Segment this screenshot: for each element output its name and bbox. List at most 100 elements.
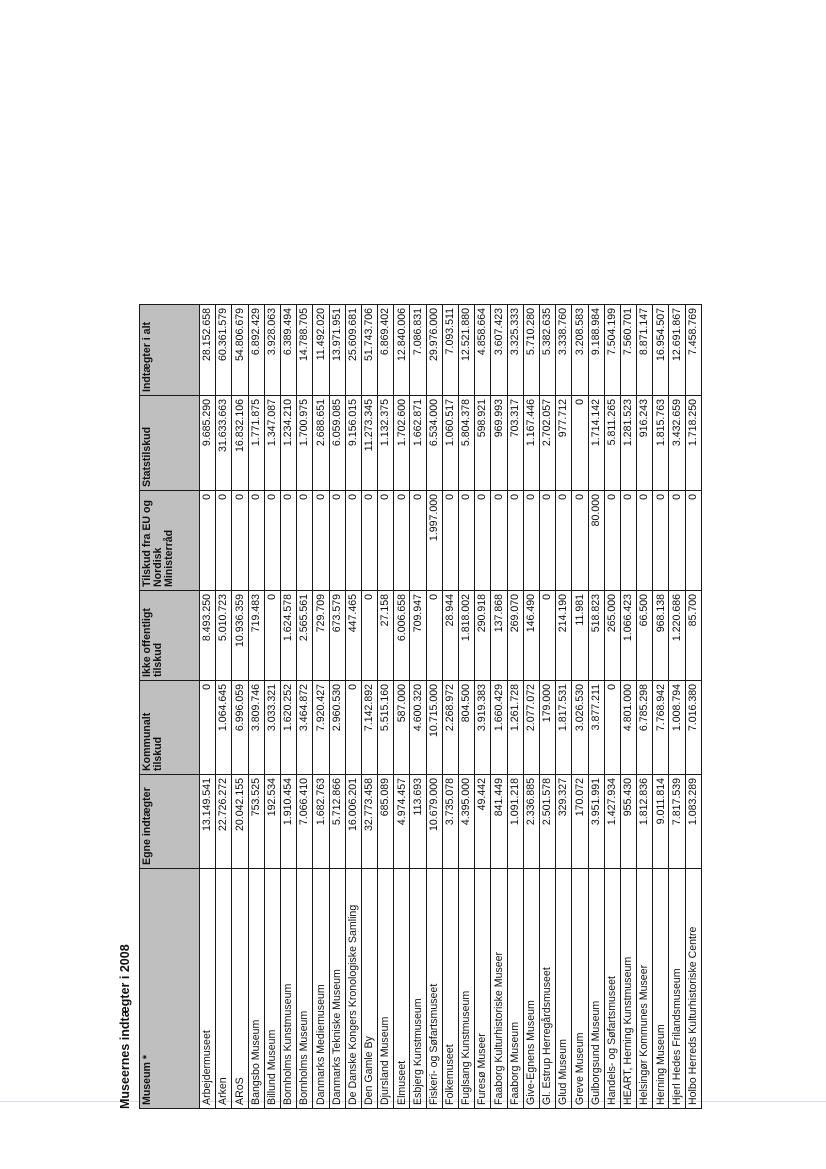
state-grant-cell: 9.156.015 [345, 395, 362, 491]
header-total-income: Indtægter i alt [139, 304, 200, 396]
eu-nordic-grant-cell: 0 [312, 490, 329, 591]
municipal-grant-cell: 6.996.059 [231, 680, 249, 775]
non-public-grant-cell: 27.158 [377, 590, 394, 681]
non-public-grant-cell: 66.500 [636, 590, 653, 681]
eu-nordic-grant-cell: 0 [474, 490, 491, 591]
non-public-grant-cell: 6.006.658 [393, 590, 410, 681]
table-row: Elmuseet 4.974.457 587.000 6.006.658 0 1.702.… [393, 304, 410, 1109]
non-public-grant-cell: 729.709 [312, 590, 329, 681]
museum-name-cell: Gl. Estrup Herregårdsmuseet [539, 868, 556, 1109]
non-public-grant-cell: 0 [539, 590, 556, 681]
document-title: Museernes indtægter i 2008 [118, 944, 132, 1109]
state-grant-cell: 1.662.871 [409, 395, 427, 491]
municipal-grant-cell: 4.600.320 [409, 680, 427, 775]
own-income-cell: 2.336.885 [523, 774, 540, 869]
own-income-cell: 2.501.578 [539, 774, 556, 869]
own-income-cell: 3.735.078 [442, 774, 459, 869]
eu-nordic-grant-cell: 0 [377, 490, 394, 591]
non-public-grant-cell: 709.947 [409, 590, 427, 681]
municipal-grant-cell: 5.515.160 [377, 680, 394, 775]
non-public-grant-cell: 10.936.359 [231, 590, 249, 681]
museum-name-cell: Fuglsang Kunstmuseum [458, 868, 475, 1109]
municipal-grant-cell: 1.008.794 [668, 680, 686, 775]
non-public-grant-cell: 447.465 [345, 590, 362, 681]
museum-name-cell: Billund Museum [264, 868, 281, 1109]
eu-nordic-grant-cell: 0 [685, 490, 702, 591]
museum-name-cell: Bornholms Kunstmuseum [280, 868, 297, 1109]
museum-name-cell: Glud Museum [555, 868, 572, 1109]
own-income-cell: 192.534 [264, 774, 281, 869]
museum-name-cell: HEART, Herning Kunstmuseum [620, 868, 637, 1109]
total-income-cell: 12.521.880 [458, 304, 475, 396]
table-row: Esbjerg Kunstmuseum 113.693 4.600.320 709.9… [409, 304, 427, 1109]
own-income-cell: 22.726.272 [215, 774, 232, 869]
municipal-grant-cell: 587.000 [393, 680, 410, 775]
total-income-cell: 9.188.984 [588, 304, 605, 396]
state-grant-cell: 1.700.975 [296, 395, 313, 491]
eu-nordic-grant-cell: 0 [604, 490, 621, 591]
non-public-grant-cell: 968.138 [652, 590, 669, 681]
museum-name-cell: Arken [215, 868, 232, 1109]
table-row: De Danske Kongers Kronologiske Samling 16… [345, 304, 362, 1109]
museum-name-cell: Faaborg Kulturhistoriske Museer [490, 868, 508, 1109]
total-income-cell: 3.928.063 [264, 304, 281, 396]
eu-nordic-grant-cell: 0 [571, 490, 588, 591]
total-income-cell: 13.971.951 [329, 304, 346, 396]
museum-name-cell: Helsingør Kommunes Museer [636, 868, 653, 1109]
table-row: Gulborgsund Museum 3.951.991 3.877.211 518.… [588, 304, 605, 1109]
table-row: Give-Egnens Museum 2.336.885 2.077.072 146.… [523, 304, 540, 1109]
non-public-grant-cell: 5.010.723 [215, 590, 232, 681]
own-income-cell: 1.427.934 [604, 774, 621, 869]
non-public-grant-cell: 290.918 [474, 590, 491, 681]
eu-nordic-grant-cell: 0 [442, 490, 459, 591]
municipal-grant-cell: 3.026.530 [571, 680, 588, 775]
own-income-cell: 16.006.201 [345, 774, 362, 869]
museum-name-cell: ARoS [231, 868, 249, 1109]
table-row: Bangsbo Museum 753.525 3.809.746 719.483 0 1.… [248, 304, 265, 1109]
museum-name-cell: Den Gamle By [361, 868, 378, 1109]
own-income-cell: 4.974.457 [393, 774, 410, 869]
non-public-grant-cell: 214.190 [555, 590, 572, 681]
table-row: Danmarks Tekniske Museum 5.712.866 2.960.5… [329, 304, 346, 1109]
table-row: HEART, Herning Kunstmuseum 955.430 4.801.0… [620, 304, 637, 1109]
total-income-cell: 25.609.681 [345, 304, 362, 396]
state-grant-cell: 5.804.378 [458, 395, 475, 491]
table-row: ARoS 20.042.155 6.996.059 10.936.359 0 16.832… [231, 304, 249, 1109]
scan-line [0, 1101, 826, 1102]
municipal-grant-cell: 2.960.530 [329, 680, 346, 775]
table-row: Fuglsang Kunstmuseum 4.395.000 804.500 1.81… [458, 304, 475, 1109]
total-income-cell: 4.858.664 [474, 304, 491, 396]
municipal-grant-cell: 7.920.427 [312, 680, 329, 775]
non-public-grant-cell: 1.220.686 [668, 590, 686, 681]
state-grant-cell: 1.060.517 [442, 395, 459, 491]
eu-nordic-grant-cell: 0 [215, 490, 232, 591]
state-grant-cell: 9.685.290 [199, 395, 216, 491]
table-row: Danmarks Mediemuseum 1.682.763 7.920.427 72… [312, 304, 329, 1109]
state-grant-cell: 1.234.210 [280, 395, 297, 491]
non-public-grant-cell: 1.624.578 [280, 590, 297, 681]
eu-nordic-grant-cell: 0 [199, 490, 216, 591]
own-income-cell: 1.091.218 [507, 774, 524, 869]
total-income-cell: 6.892.429 [248, 304, 265, 396]
eu-nordic-grant-cell: 0 [345, 490, 362, 591]
museum-name-cell: Give-Egnens Museum [523, 868, 540, 1109]
total-income-cell: 3.208.583 [571, 304, 588, 396]
non-public-grant-cell: 85.700 [685, 590, 702, 681]
total-income-cell: 16.954.507 [652, 304, 669, 396]
total-income-cell: 6.389.494 [280, 304, 297, 396]
eu-nordic-grant-cell: 0 [296, 490, 313, 591]
own-income-cell: 329.327 [555, 774, 572, 869]
total-income-cell: 7.093.511 [442, 304, 459, 396]
total-income-cell: 54.806.679 [231, 304, 249, 396]
table-row: Greve Museum 170.072 3.026.530 11.981 0 0 3.20… [571, 304, 588, 1109]
total-income-cell: 7.560.701 [620, 304, 637, 396]
own-income-cell: 20.042.155 [231, 774, 249, 869]
header-own-income: Egne indtægter [139, 774, 200, 869]
own-income-cell: 753.525 [248, 774, 265, 869]
eu-nordic-grant-cell: 0 [264, 490, 281, 591]
municipal-grant-cell: 4.801.000 [620, 680, 637, 775]
eu-nordic-grant-cell: 0 [539, 490, 556, 591]
state-grant-cell: 1.771.875 [248, 395, 265, 491]
non-public-grant-cell: 0 [264, 590, 281, 681]
state-grant-cell: 6.534.000 [426, 395, 443, 491]
